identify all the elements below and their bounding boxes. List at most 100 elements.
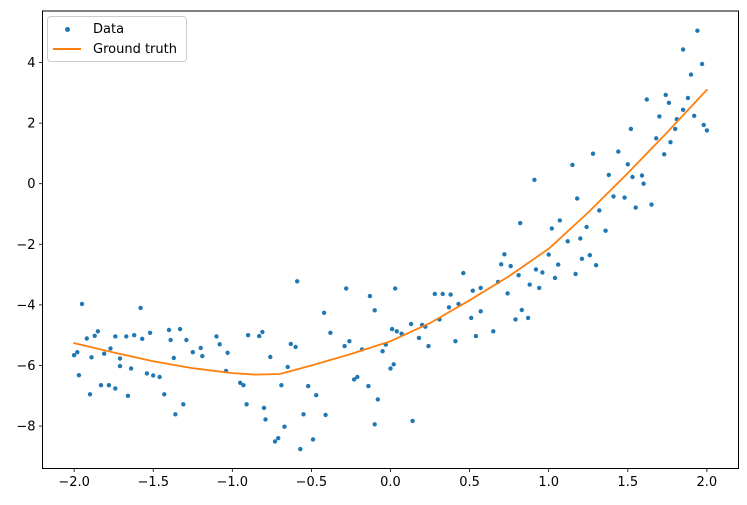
data-point: [147, 330, 153, 335]
data-point: [108, 346, 113, 351]
data-point: [701, 122, 706, 128]
data-point: [310, 437, 316, 442]
data-point: [622, 195, 627, 200]
data-point: [680, 47, 686, 52]
data-point: [590, 151, 596, 156]
data-point: [132, 333, 137, 338]
data-point: [217, 342, 222, 347]
data-point: [323, 412, 328, 418]
data-point: [611, 194, 616, 199]
data-point: [685, 95, 691, 101]
data-point: [151, 373, 156, 378]
data-point: [92, 333, 97, 338]
data-point: [654, 136, 659, 141]
data-point: [321, 310, 327, 315]
legend-data-label: Data: [93, 21, 125, 37]
data-point: [76, 373, 82, 378]
data-point: [597, 208, 602, 213]
data-point: [557, 218, 562, 223]
data-point: [673, 126, 678, 132]
data-point: [268, 354, 273, 360]
data-point: [519, 307, 524, 313]
data-point-icon: [64, 26, 70, 32]
data-point: [84, 336, 90, 341]
data-point: [244, 402, 249, 407]
data-point: [533, 267, 539, 272]
data-point: [502, 252, 507, 257]
data-point: [314, 393, 319, 398]
data-point: [478, 309, 483, 314]
data-point: [579, 256, 585, 261]
data-point: [140, 336, 145, 341]
data-point: [657, 114, 662, 119]
ground-truth-line: [73, 88, 708, 376]
legend: Data Ground truth: [47, 16, 187, 62]
data-point: [367, 293, 373, 299]
legend-ground-truth-label: Ground truth: [93, 41, 177, 57]
data-point: [298, 446, 303, 452]
data-point: [518, 220, 523, 226]
data-point: [692, 113, 697, 119]
data-point: [644, 97, 649, 102]
data-point: [328, 330, 333, 335]
x-tick-label: −0.5: [296, 475, 328, 490]
data-point: [276, 436, 281, 441]
data-point: [505, 291, 510, 296]
data-point: [461, 270, 466, 276]
data-point: [537, 285, 542, 291]
data-point: [272, 439, 278, 444]
data-point: [279, 383, 284, 388]
data-point: [75, 350, 80, 355]
y-tick-label: −6: [16, 359, 35, 374]
data-point: [173, 412, 178, 417]
y-tick-label: 4: [27, 56, 35, 71]
data-point: [440, 291, 445, 297]
legend-data-swatch: [53, 19, 81, 39]
y-tick-label: 0: [27, 177, 35, 192]
legend-item-ground-truth: Ground truth: [53, 39, 178, 59]
data-point: [546, 252, 551, 257]
data-point: [117, 363, 123, 369]
data-point: [71, 353, 77, 358]
data-point: [680, 107, 686, 113]
data-point: [408, 321, 414, 327]
line-segment-icon: [53, 48, 81, 50]
legend-ground-truth-swatch: [53, 39, 81, 59]
data-point: [372, 308, 377, 313]
data-point: [663, 92, 668, 98]
data-point: [606, 172, 611, 178]
data-point: [616, 149, 621, 154]
data-point: [177, 326, 183, 332]
data-point: [355, 374, 360, 380]
data-point: [565, 239, 570, 244]
data-point: [394, 329, 399, 334]
data-point: [342, 343, 347, 349]
data-point: [295, 279, 300, 284]
data-point: [293, 344, 298, 350]
data-point: [639, 173, 645, 178]
data-point: [98, 383, 104, 388]
data-point: [446, 305, 452, 310]
x-tick-label: 0.5: [459, 475, 480, 490]
data-point: [641, 181, 646, 186]
data-point: [344, 286, 349, 291]
data-point: [200, 353, 205, 359]
data-point: [625, 162, 630, 167]
x-tick-label: −1.0: [217, 475, 249, 490]
data-point: [662, 152, 667, 157]
data-point: [375, 397, 380, 402]
data-point: [380, 349, 385, 354]
data-point: [184, 337, 189, 343]
data-point: [87, 392, 93, 397]
data-point: [525, 315, 531, 321]
x-tick-label: 2.0: [697, 475, 718, 490]
data-point: [508, 263, 513, 269]
x-tick-label: −1.5: [137, 475, 169, 490]
data-point: [649, 202, 654, 207]
data-point: [245, 333, 251, 338]
data-point: [138, 305, 143, 311]
data-point: [306, 383, 311, 389]
data-point: [351, 377, 357, 382]
data-point: [144, 371, 150, 376]
